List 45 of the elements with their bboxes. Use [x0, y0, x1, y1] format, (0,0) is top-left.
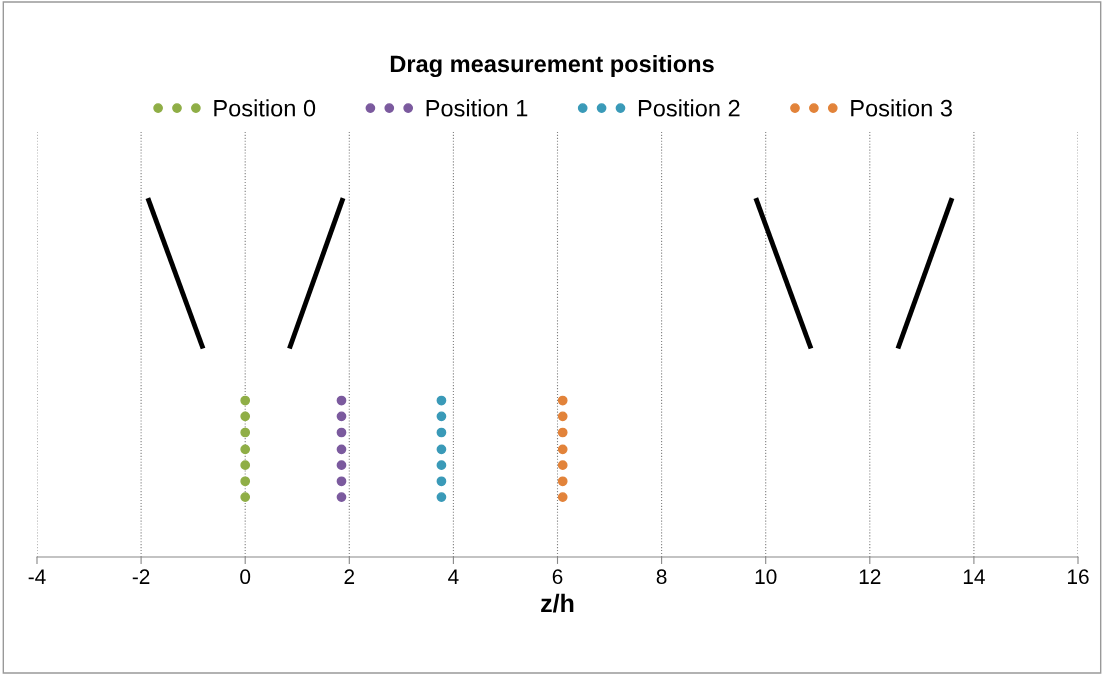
point [240, 460, 251, 471]
point [557, 411, 568, 422]
legend-label: Position 0 [214, 99, 316, 117]
point [436, 492, 447, 502]
x-tick-label: -4 [28, 569, 46, 584]
point [336, 395, 347, 406]
point [336, 460, 347, 471]
point [240, 395, 251, 406]
point [436, 444, 447, 455]
point [336, 427, 347, 438]
point [336, 444, 347, 455]
point [436, 427, 447, 438]
x-tick-label: 6 [552, 569, 563, 585]
point [557, 460, 568, 471]
point [436, 395, 447, 406]
x-tick-label: 12 [859, 569, 881, 584]
legend-label: Position 3 [851, 99, 952, 117]
point [557, 444, 568, 455]
point [557, 476, 568, 487]
x-tick-label: 10 [755, 569, 777, 585]
x-tick-label: -2 [132, 569, 150, 584]
point [336, 492, 347, 502]
point [557, 427, 568, 438]
x-axis-title: z/h [541, 593, 574, 613]
legend-label: Position 2 [638, 99, 740, 117]
point [240, 444, 251, 455]
point [240, 411, 251, 422]
chart-title: Drag measurement positions [390, 54, 714, 78]
x-tick-label: 16 [1068, 569, 1089, 585]
x-tick-label: 0 [240, 569, 251, 585]
x-tick-label: 14 [963, 569, 985, 584]
point [436, 460, 447, 471]
point [557, 492, 568, 502]
x-tick-label: 8 [656, 569, 667, 585]
x-tick-label: 4 [448, 569, 459, 584]
point [240, 492, 251, 502]
point [240, 476, 251, 487]
point [436, 476, 447, 487]
point [336, 476, 347, 487]
point [240, 427, 251, 438]
point [436, 411, 447, 422]
legend-label: Position 1 [426, 99, 528, 117]
x-tick-label: 2 [344, 569, 355, 584]
point [557, 395, 568, 406]
point [336, 411, 347, 422]
